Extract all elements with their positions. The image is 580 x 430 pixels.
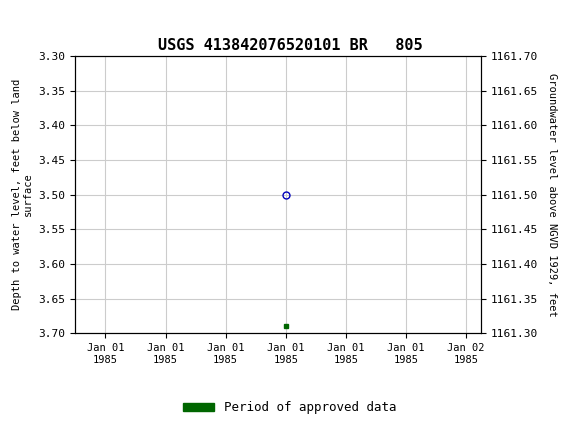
Text: ≘USGS: ≘USGS — [6, 8, 88, 28]
Y-axis label: Groundwater level above NGVD 1929, feet: Groundwater level above NGVD 1929, feet — [547, 73, 557, 316]
Text: USGS 413842076520101 BR   805: USGS 413842076520101 BR 805 — [158, 38, 422, 52]
Legend: Period of approved data: Period of approved data — [178, 396, 402, 419]
Y-axis label: Depth to water level, feet below land
surface: Depth to water level, feet below land su… — [12, 79, 33, 310]
